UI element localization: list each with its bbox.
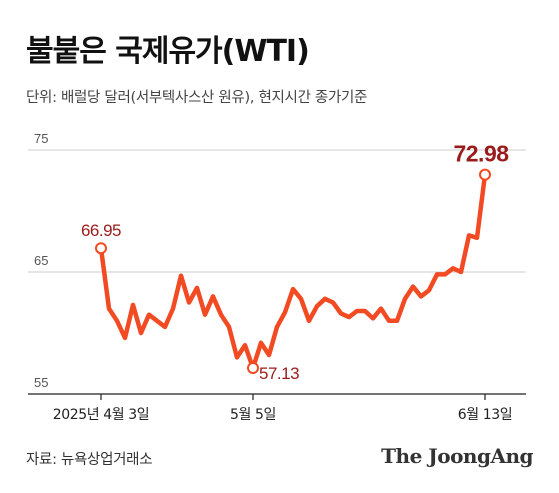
data-point-marker [247, 362, 259, 375]
y-tick-label: 75 [34, 131, 48, 146]
annotation-low-value: 57.13 [259, 364, 299, 383]
data-line [98, 172, 488, 371]
y-tick-label: 65 [34, 253, 48, 268]
annotation-end-value: 72.98 [453, 141, 509, 167]
data-point-marker [479, 168, 491, 181]
x-tick-label: 2025년 4월 3일 [53, 407, 150, 423]
y-tick-label: 55 [34, 375, 48, 390]
data-point-marker [95, 242, 107, 255]
x-tick-label: 6월 13일 [458, 407, 513, 423]
chart-subtitle: 단위: 배럴당 달러(서부텍사스산 원유), 현지시간 종가기준 [26, 90, 368, 106]
x-tick-label: 5월 5일 [230, 407, 276, 423]
annotation-start-value: 66.95 [81, 221, 121, 240]
source-note: 자료: 뉴욕상업거래소 [26, 452, 153, 468]
chart-title: 불붙은 국제유가(WTI) [26, 34, 310, 69]
publisher-logo: The JoongAng [381, 444, 533, 468]
